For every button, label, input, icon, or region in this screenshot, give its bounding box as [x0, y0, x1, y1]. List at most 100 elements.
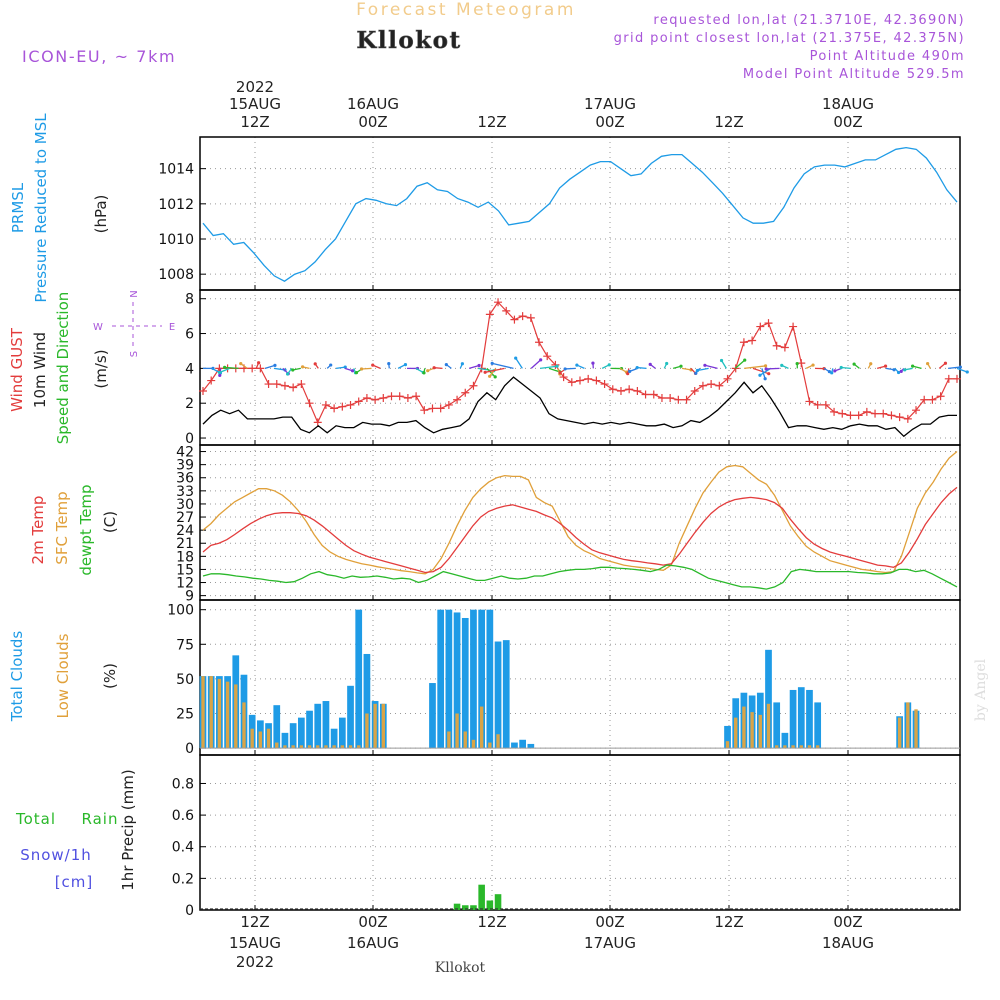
gust-marker [592, 376, 601, 385]
gust-marker [838, 409, 847, 418]
gust-marker [248, 364, 257, 373]
gust-marker [412, 392, 421, 401]
rain-bar [453, 903, 461, 910]
total-cloud-bar [724, 725, 731, 749]
wind-direction-arrow [540, 365, 558, 370]
wind-direction-arrowhead [432, 366, 436, 370]
gust-marker [879, 409, 888, 418]
low-cloud-bar [258, 731, 263, 749]
y-tick-label: 0.4 [172, 840, 194, 856]
wind-direction-arrowhead [329, 363, 333, 367]
y-tick-label: 0 [185, 741, 194, 757]
gust-marker [559, 373, 568, 382]
low-cloud-bar [332, 745, 336, 749]
panel-frame [199, 754, 961, 911]
low-cloud-bar [299, 745, 304, 749]
total-cloud-bar [429, 683, 436, 749]
wind-direction-arrowhead [343, 365, 347, 369]
y-tick-label: 39 [176, 458, 194, 474]
cloud-label-total: Total Clouds [8, 631, 26, 723]
total-cloud-bar [461, 617, 469, 749]
total-cloud-bar [789, 689, 797, 749]
wind-direction-arrowhead [607, 363, 611, 367]
total-cloud-bar [314, 703, 322, 749]
gust-marker [789, 322, 798, 331]
y-tick-label: 8 [185, 292, 194, 308]
total-cloud-bar [797, 687, 805, 749]
panel-frame [199, 599, 961, 756]
temp-label-sfc: SFC Temp [53, 491, 71, 564]
wind-direction-arrowhead [539, 358, 543, 362]
wind-direction-arrowhead [483, 370, 487, 374]
wind-direction-arrowhead [869, 362, 873, 366]
y-tick-label: 1010 [158, 232, 194, 248]
wind-direction-arrowhead [313, 362, 317, 366]
wind-direction-arrow [956, 367, 968, 373]
gust-marker [494, 298, 503, 307]
wind-direction-arrow [704, 364, 718, 370]
wind-direction-arrowhead [223, 365, 227, 369]
wind-direction-arrowhead [780, 363, 784, 367]
top-hour-label: 12Z [714, 113, 743, 131]
wind-direction-arrow [492, 362, 514, 370]
low-cloud-bar [348, 745, 353, 749]
gust-marker [403, 393, 412, 402]
top-date-15aug: 15AUG [229, 95, 281, 113]
low-cloud-bar [897, 717, 902, 749]
low-cloud-bar [734, 717, 738, 749]
gust-marker [518, 312, 527, 321]
wind-direction-arrowhead [896, 370, 901, 375]
bottom-hour-label: 00Z [833, 913, 862, 931]
wind-direction-arrowhead [795, 362, 799, 366]
gust-marker [641, 390, 650, 399]
wind-panel-labels: Wind GUST 10m Wind Speed and Direction (… [8, 290, 175, 444]
y-tick-label: 100 [167, 603, 194, 619]
low-cloud-bar [283, 745, 287, 749]
wind-direction-arrow [744, 365, 766, 370]
wind-direction-arrowhead [286, 372, 290, 376]
bottom-year-label: 2022 [236, 953, 274, 971]
wind-direction-arrow [948, 366, 961, 370]
gust-marker [805, 397, 814, 406]
wind-label-10m: 10m Wind [31, 332, 49, 408]
low-cloud-bar [209, 676, 213, 749]
sfc-temp-line [202, 451, 958, 575]
low-cloud-bar [815, 745, 820, 749]
gust-marker [846, 411, 855, 420]
wind-direction-arrow [530, 359, 542, 369]
low-cloud-bar [307, 745, 312, 749]
low-cloud-bar [365, 713, 369, 749]
gust-marker [485, 310, 494, 319]
total-cloud-bar [486, 609, 494, 749]
gust-marker [272, 380, 281, 389]
y-tick-label: 6 [185, 327, 194, 343]
wind-direction-arrowhead [899, 369, 903, 373]
total-cloud-bar [363, 653, 371, 749]
wind-direction-arrow [752, 367, 769, 375]
gust-marker [871, 409, 880, 418]
wind-direction-arrowhead [758, 373, 762, 377]
y-tick-label: 0.8 [172, 776, 194, 792]
low-cloud-bar [324, 745, 328, 749]
wind-direction-arrowhead [839, 365, 843, 370]
wind-direction-arrow [548, 367, 561, 373]
wind-direction-arrowhead [743, 358, 747, 362]
wind-direction-arrowhead [852, 362, 856, 366]
bottom-hour-label: 12Z [240, 913, 269, 931]
gust-marker [821, 400, 830, 409]
gust-marker [936, 392, 945, 401]
total-cloud-bar [355, 609, 363, 749]
wind-direction-arrowhead [679, 364, 683, 368]
gust-marker [321, 400, 330, 409]
low-cloud-bar [291, 745, 295, 749]
wind-direction-arrowhead [763, 377, 767, 381]
wind-direction-arrow [224, 366, 239, 370]
wind-direction-arrow [486, 367, 496, 378]
gust-marker [313, 418, 322, 427]
total-cloud-bar [511, 742, 518, 749]
y-tick-label: 25 [176, 706, 194, 722]
y-tick-label: 12 [176, 576, 194, 592]
low-cloud-bar [775, 745, 779, 749]
low-cloud-bar [791, 745, 795, 749]
low-cloud-bar [381, 703, 385, 749]
